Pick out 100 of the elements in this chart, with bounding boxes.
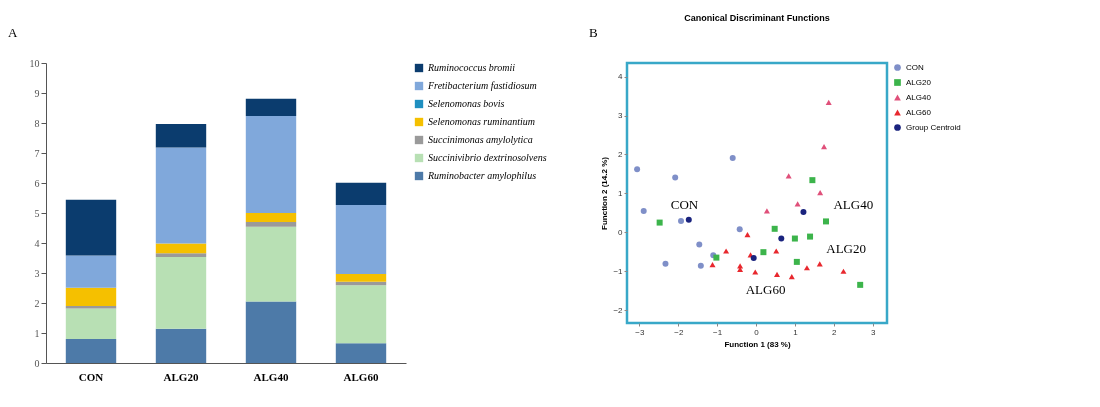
x-tick-label: CON bbox=[78, 370, 104, 383]
x-tick-label: 3 bbox=[870, 327, 876, 337]
y-tick-label: 9 bbox=[34, 87, 40, 99]
point bbox=[685, 216, 692, 223]
x-tick-label: ALG60 bbox=[343, 370, 379, 383]
bar bbox=[65, 287, 117, 306]
text: A bbox=[8, 25, 18, 40]
point bbox=[696, 241, 703, 248]
y-tick-label: 4 bbox=[34, 237, 40, 249]
x-tick-label: 2 bbox=[832, 327, 838, 337]
y-tick-label: 2 bbox=[34, 297, 40, 309]
legend-label: Succinimonas amylolytica bbox=[428, 134, 533, 145]
bar bbox=[155, 123, 207, 148]
legend-label: Selenomonas bovis bbox=[428, 98, 505, 109]
point bbox=[729, 154, 736, 161]
y-tick-label: 4 bbox=[618, 72, 624, 82]
point bbox=[656, 219, 663, 226]
bar bbox=[65, 199, 117, 256]
point bbox=[791, 235, 798, 242]
legend-label: Ruminococcus bromii bbox=[427, 62, 516, 73]
point bbox=[771, 225, 778, 232]
point bbox=[773, 248, 780, 254]
text: B bbox=[589, 25, 598, 40]
bar bbox=[65, 339, 117, 363]
legend-label: Selenomonas ruminantium bbox=[428, 116, 535, 127]
annotation: CON bbox=[670, 196, 699, 212]
point bbox=[774, 271, 781, 277]
bar bbox=[245, 213, 297, 222]
point bbox=[800, 209, 807, 216]
legend-label: ALG60 bbox=[906, 107, 932, 117]
point bbox=[697, 262, 704, 269]
y-axis-title: Function 2 (14.2 %) bbox=[600, 156, 610, 230]
bar bbox=[245, 301, 297, 363]
bar bbox=[335, 343, 387, 363]
y-tick-label: 3 bbox=[618, 111, 624, 121]
point bbox=[662, 260, 669, 267]
y-tick-label: 5 bbox=[34, 207, 40, 219]
bar bbox=[65, 255, 117, 288]
bar bbox=[245, 98, 297, 117]
bar bbox=[335, 182, 387, 205]
point bbox=[752, 269, 759, 275]
y-tick-label: −1 bbox=[613, 266, 624, 276]
point bbox=[723, 248, 730, 254]
y-tick-label: 7 bbox=[34, 147, 40, 159]
y-tick-label: 0 bbox=[34, 357, 40, 369]
legend-label: Ruminobacter amylophilus bbox=[427, 170, 537, 181]
legend-label: Fretibacterium fastidiosum bbox=[427, 80, 537, 91]
y-tick-label: 10 bbox=[29, 57, 40, 69]
x-tick-label: −2 bbox=[674, 327, 684, 337]
point bbox=[778, 235, 785, 242]
point bbox=[793, 258, 800, 265]
y-tick-label: 2 bbox=[618, 149, 624, 159]
annotation: ALG60 bbox=[745, 282, 786, 297]
bar bbox=[245, 222, 297, 227]
bar bbox=[335, 273, 387, 282]
x-tick-label: ALG20 bbox=[163, 370, 199, 383]
point bbox=[809, 177, 816, 184]
y-tick-label: 0 bbox=[618, 227, 624, 237]
point bbox=[807, 233, 814, 240]
bar bbox=[155, 243, 207, 254]
point bbox=[672, 174, 679, 181]
x-tick-label: 0 bbox=[754, 327, 760, 337]
x-axis-title: Function 1 (83 %) bbox=[724, 339, 791, 349]
legend-label: ALG40 bbox=[906, 92, 932, 102]
point bbox=[825, 99, 832, 105]
bar bbox=[155, 147, 207, 244]
legend-label: Succinivibrio dextrinosolvens bbox=[428, 152, 547, 163]
point bbox=[640, 207, 647, 214]
point bbox=[709, 262, 716, 268]
point bbox=[763, 208, 770, 214]
bar bbox=[335, 285, 387, 344]
bar bbox=[245, 116, 297, 213]
y-tick-label: 6 bbox=[34, 177, 40, 189]
bar bbox=[245, 226, 297, 302]
point bbox=[840, 268, 847, 274]
bar bbox=[65, 308, 117, 339]
y-tick-label: 3 bbox=[34, 267, 40, 279]
annotation: ALG20 bbox=[826, 240, 867, 256]
legend-label: Group Centroid bbox=[906, 122, 961, 132]
legend-label: CON bbox=[906, 62, 924, 72]
x-tick-label: −1 bbox=[713, 327, 723, 337]
bar bbox=[155, 253, 207, 258]
bar bbox=[155, 328, 207, 363]
x-tick-label: 1 bbox=[793, 327, 799, 337]
annotation: ALG40 bbox=[833, 197, 874, 213]
point bbox=[760, 249, 767, 256]
point bbox=[634, 166, 641, 173]
y-tick-label: 1 bbox=[618, 188, 624, 198]
point bbox=[857, 281, 864, 288]
legend-label: ALG20 bbox=[906, 77, 932, 87]
bar bbox=[155, 257, 207, 329]
bar bbox=[335, 204, 387, 274]
point bbox=[678, 218, 685, 225]
x-tick-label: −3 bbox=[635, 327, 646, 337]
y-tick-label: 8 bbox=[34, 117, 40, 129]
y-tick-label: −2 bbox=[613, 305, 624, 315]
chart-title: Canonical Discriminant Functions bbox=[684, 13, 830, 23]
point bbox=[736, 226, 743, 233]
point bbox=[822, 218, 829, 225]
x-tick-label: ALG40 bbox=[253, 370, 289, 383]
